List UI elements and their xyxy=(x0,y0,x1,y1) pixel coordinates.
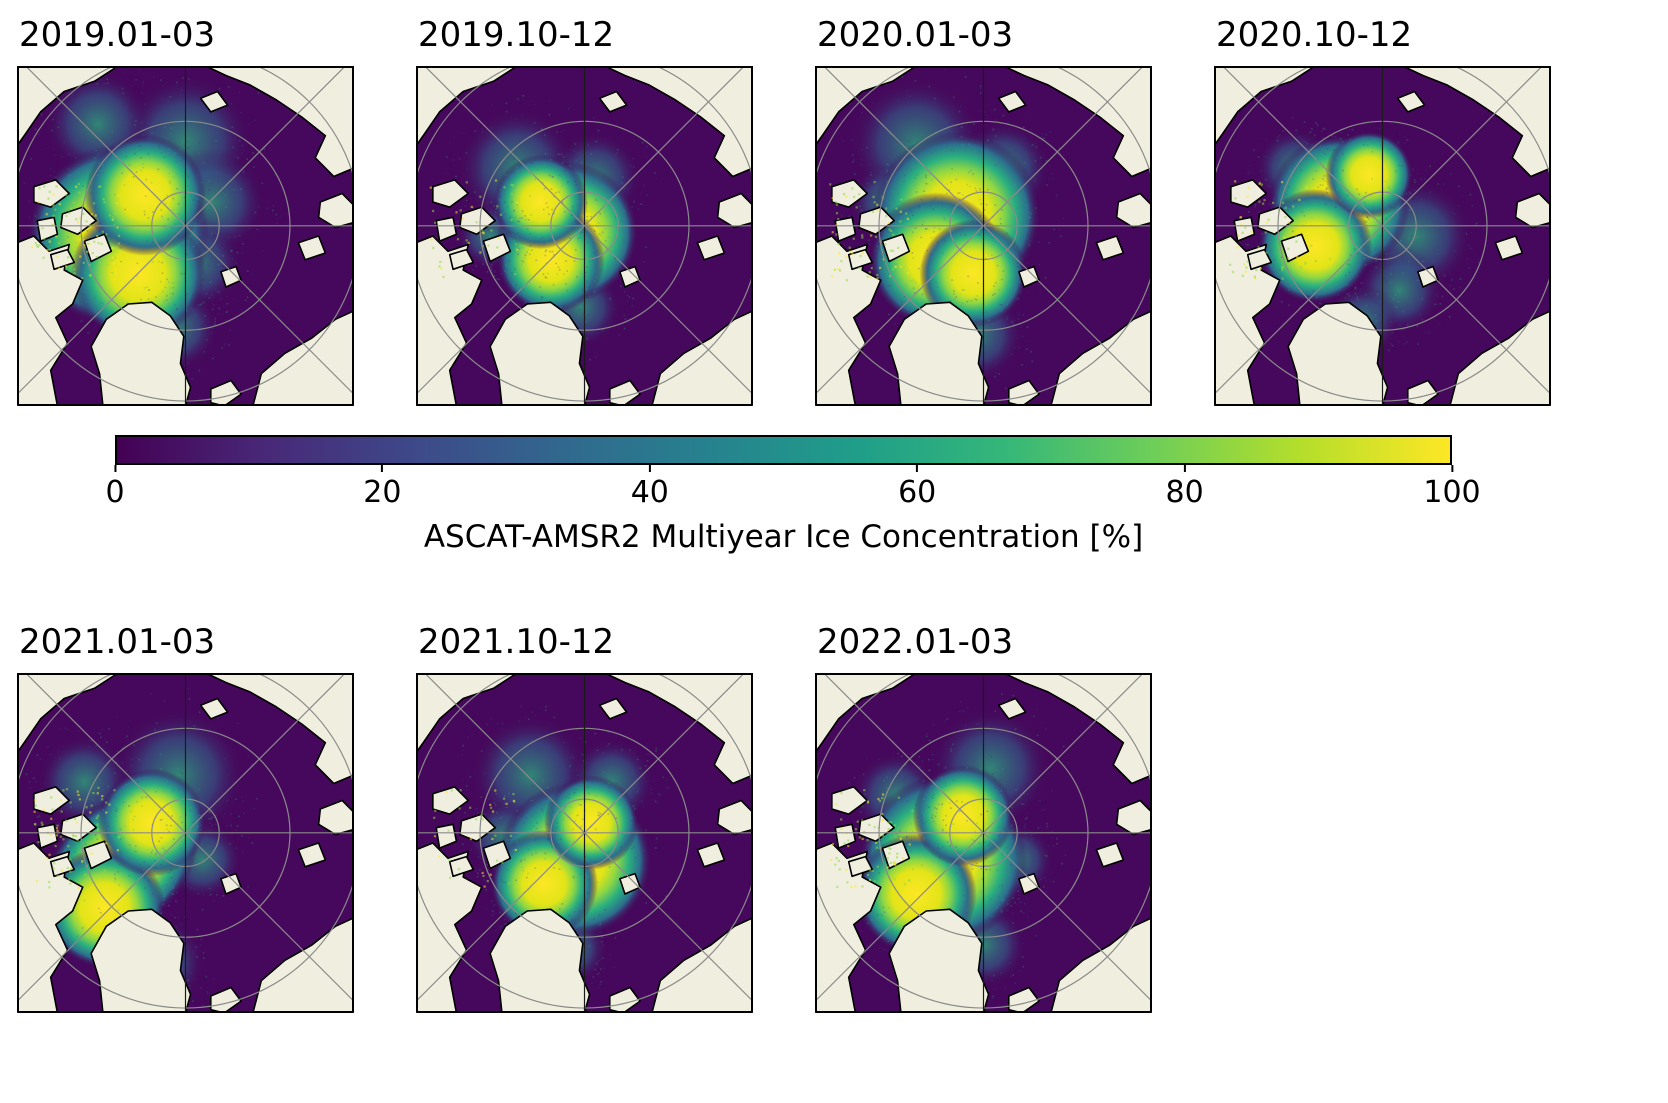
colorbar-label: ASCAT-AMSR2 Multiyear Ice Concentration … xyxy=(423,519,1144,555)
colorbar-tick-label: 60 xyxy=(898,475,937,510)
colorbar-tick-label: 100 xyxy=(1423,475,1481,510)
map-panel-2019-01-03: 2019.01-03 xyxy=(17,8,354,406)
map-panel-2019-10-12: 2019.10-12 xyxy=(416,8,753,406)
panel-title: 2022.01-03 xyxy=(817,622,1014,662)
colorbar-tickmark xyxy=(916,465,919,472)
arctic-map-canvas xyxy=(17,66,354,406)
panel-title: 2021.01-03 xyxy=(19,622,216,662)
colorbar-gradient xyxy=(115,435,1452,465)
colorbar-tick: 0 xyxy=(105,465,125,511)
panel-title: 2020.10-12 xyxy=(1216,15,1413,55)
map-panel-2020-01-03: 2020.01-03 xyxy=(815,8,1152,406)
colorbar-ticks: 0 20 40 60 80 100 xyxy=(105,465,1481,515)
colorbar-tick: 60 xyxy=(898,465,936,511)
colorbar-tick-label: 0 xyxy=(105,475,125,510)
arctic-map-canvas xyxy=(416,673,753,1013)
colorbar-block: 0 20 40 60 80 100 ASCAT-AMSR2 Multiyear … xyxy=(105,435,1481,555)
colorbar-tick: 20 xyxy=(363,465,401,511)
colorbar-tickmark xyxy=(114,465,116,472)
arctic-map-canvas xyxy=(1214,66,1551,406)
colorbar-tick-label: 80 xyxy=(1165,475,1204,510)
arctic-map-canvas xyxy=(416,66,753,406)
map-panel-2021-01-03: 2021.01-03 xyxy=(17,615,354,1013)
colorbar-tick: 100 xyxy=(1423,465,1481,511)
panel-title: 2020.01-03 xyxy=(817,15,1014,55)
panel-title: 2021.10-12 xyxy=(418,622,615,662)
panel-title: 2019.01-03 xyxy=(19,15,216,55)
arctic-map-canvas xyxy=(815,66,1152,406)
colorbar-tickmark xyxy=(381,465,384,472)
map-panel-2022-01-03: 2022.01-03 xyxy=(815,615,1152,1013)
map-row-top: 2019.01-03 2019.10-12 2020.01-03 2020.10… xyxy=(17,8,1668,406)
colorbar-tickmark xyxy=(1450,465,1453,472)
map-panel-2020-10-12: 2020.10-12 xyxy=(1214,8,1551,406)
panel-title: 2019.10-12 xyxy=(418,15,615,55)
map-panel-2021-10-12: 2021.10-12 xyxy=(416,615,753,1013)
colorbar-tick-label: 20 xyxy=(363,475,402,510)
colorbar-tick-label: 40 xyxy=(630,475,669,510)
arctic-map-canvas xyxy=(815,673,1152,1013)
arctic-map-canvas xyxy=(17,673,354,1013)
map-row-bottom: 2021.01-03 2021.10-12 2022.01-03 xyxy=(17,615,1668,1013)
colorbar-tick: 40 xyxy=(631,465,669,511)
colorbar-tickmark xyxy=(648,465,651,472)
colorbar-tick: 80 xyxy=(1166,465,1204,511)
colorbar-tickmark xyxy=(1183,465,1186,472)
